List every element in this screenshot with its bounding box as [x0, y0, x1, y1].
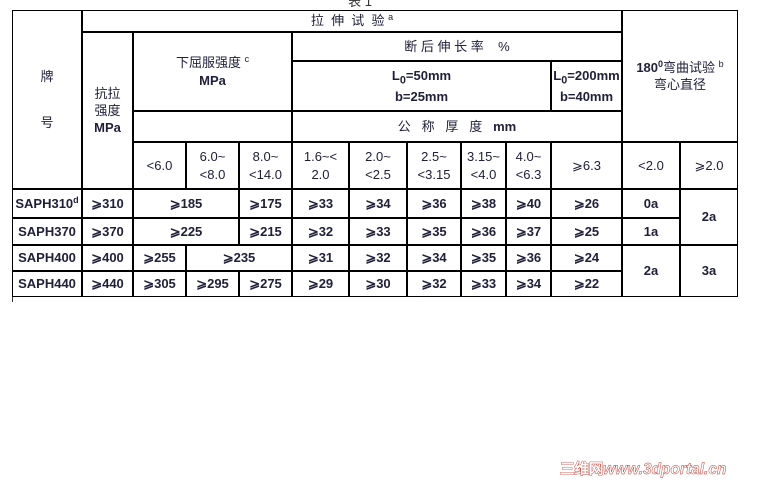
svg-text:三维网: 三维网	[560, 460, 604, 478]
svg-text:www.3dportal.cn: www.3dportal.cn	[603, 461, 726, 478]
